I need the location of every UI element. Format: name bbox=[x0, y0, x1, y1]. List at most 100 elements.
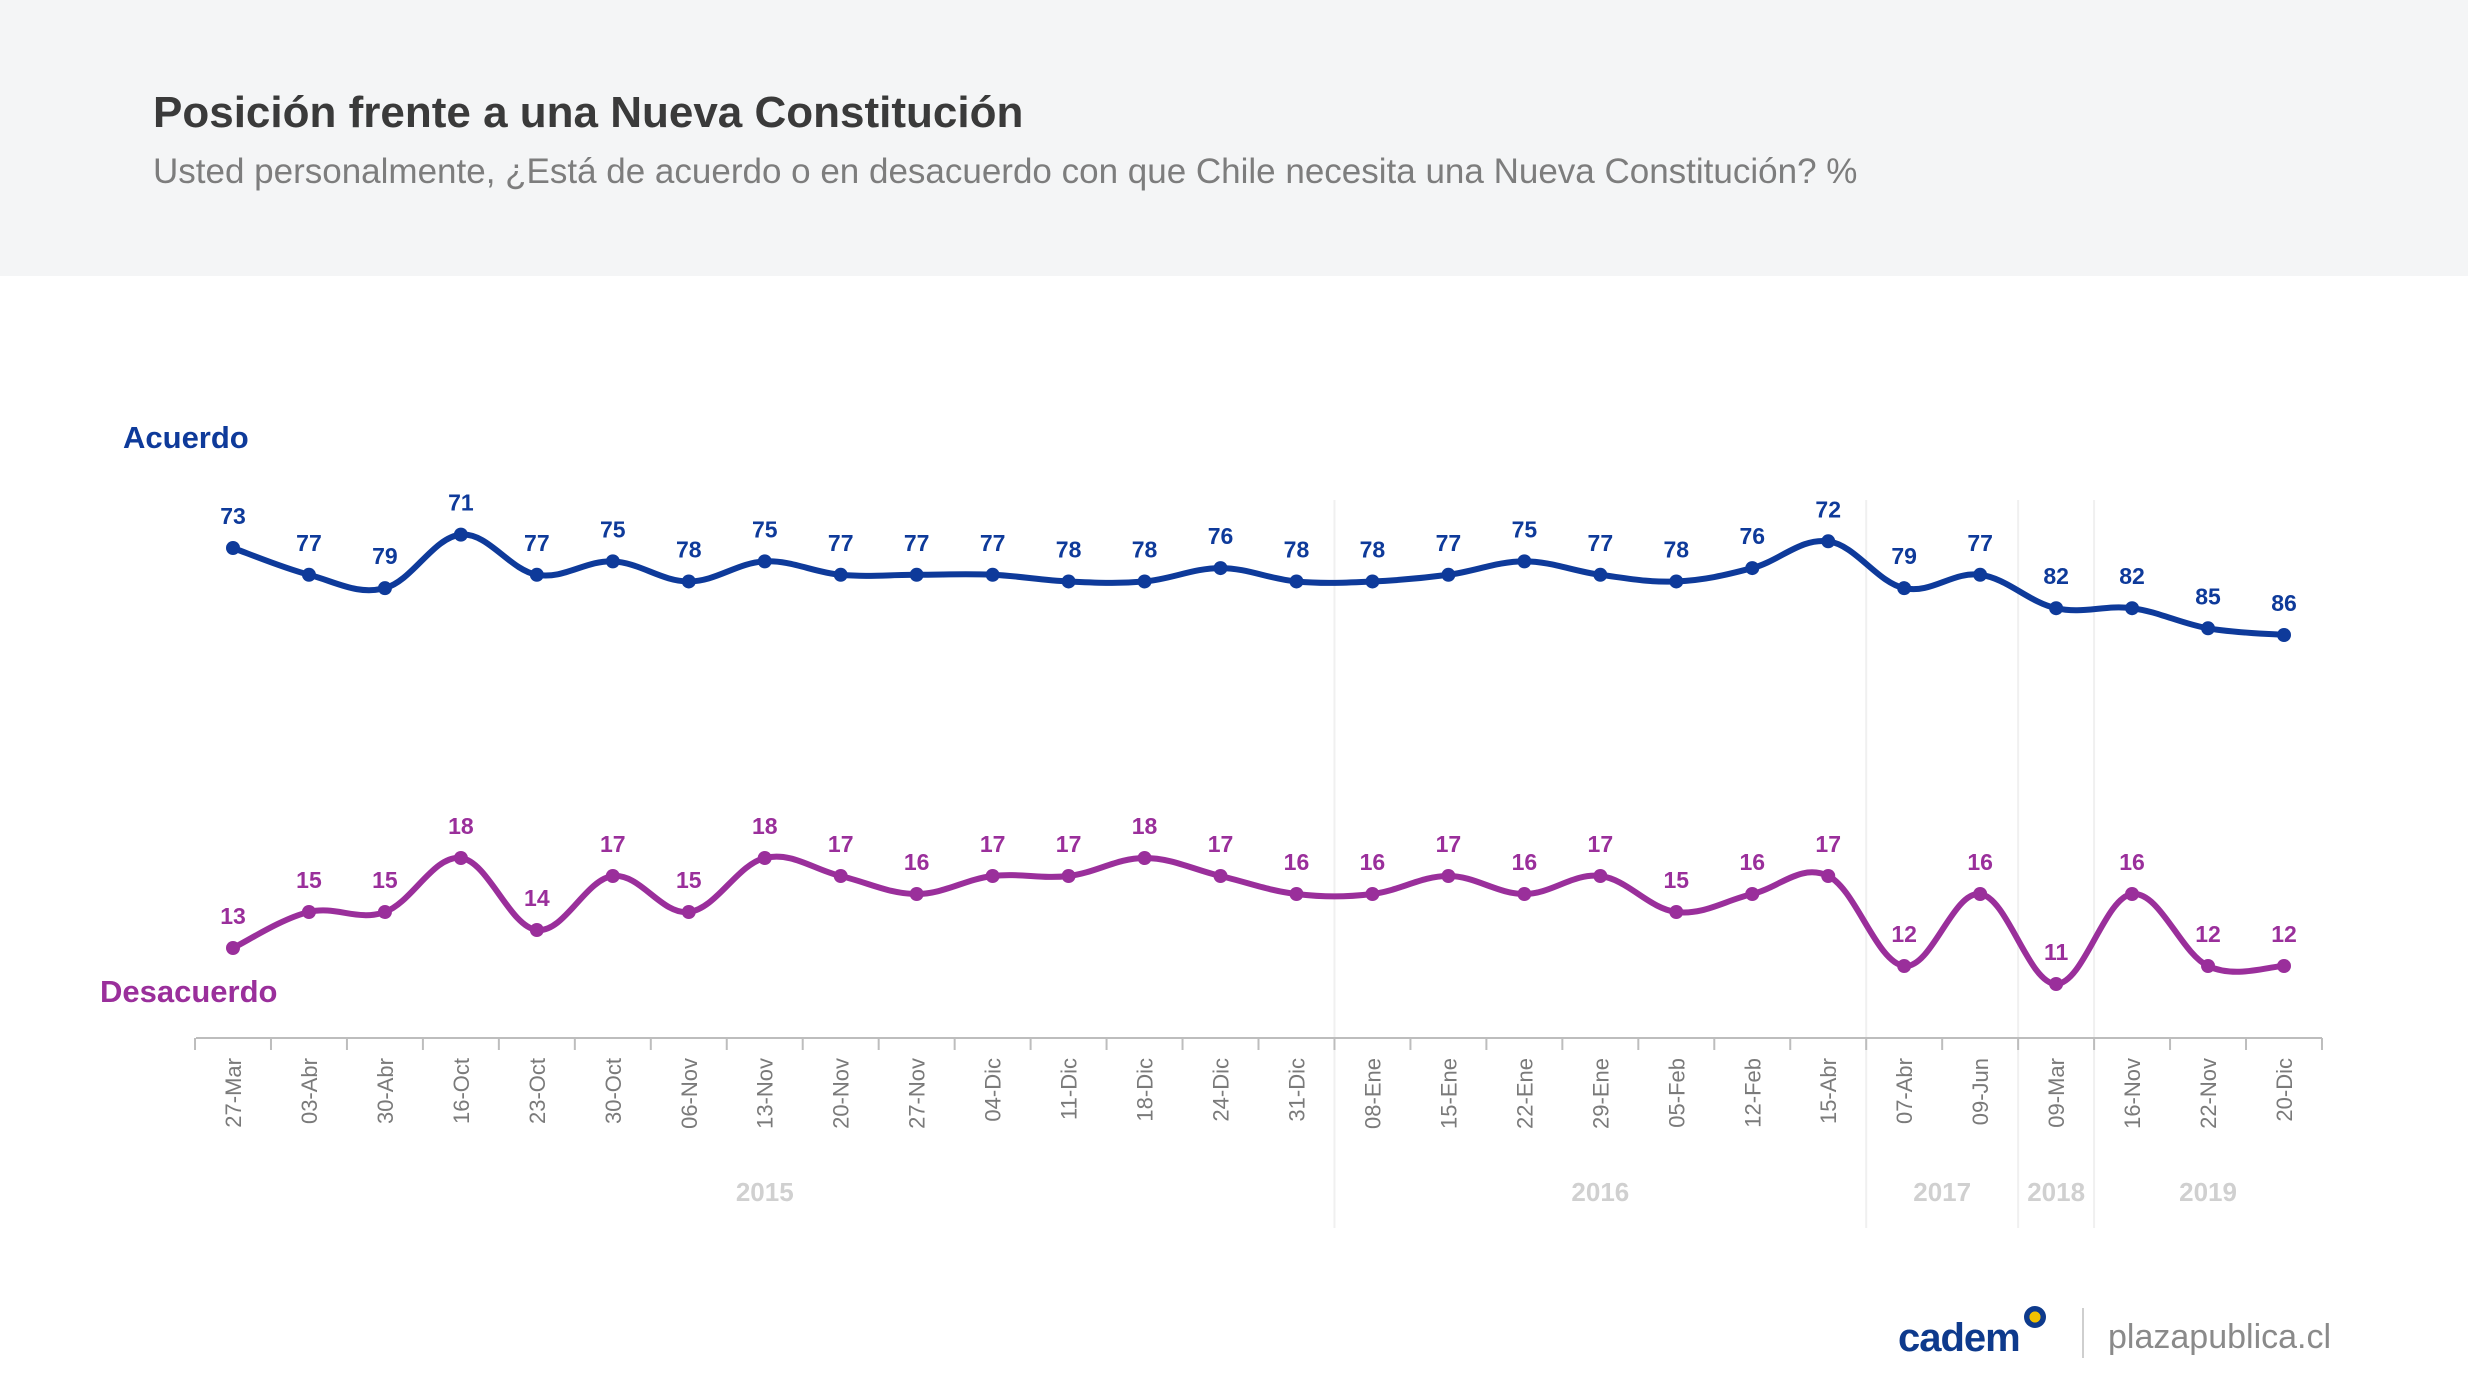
acuerdo-point bbox=[1897, 581, 1912, 596]
acuerdo-point bbox=[1821, 534, 1836, 549]
desacuerdo-data-label: 15 bbox=[1663, 867, 1689, 893]
desacuerdo-point bbox=[1745, 887, 1760, 901]
acuerdo-point bbox=[1745, 561, 1760, 576]
desacuerdo-point bbox=[226, 941, 240, 955]
acuerdo-data-label: 78 bbox=[1284, 536, 1310, 562]
x-tick-label: 13-Nov bbox=[753, 1058, 778, 1129]
acuerdo-data-label: 75 bbox=[752, 516, 778, 542]
desacuerdo-point bbox=[1441, 869, 1456, 883]
acuerdo-series-name: Acuerdo bbox=[123, 420, 249, 455]
x-tick-label: 15-Ene bbox=[1436, 1058, 1461, 1129]
desacuerdo-data-label: 16 bbox=[904, 849, 930, 875]
desacuerdo-data-label: 17 bbox=[1208, 831, 1234, 857]
x-tick-label: 30-Oct bbox=[601, 1058, 626, 1124]
desacuerdo-point bbox=[605, 869, 620, 883]
desacuerdo-point bbox=[1213, 869, 1228, 883]
acuerdo-data-label: 72 bbox=[1815, 496, 1841, 522]
x-tick-label: 05-Feb bbox=[1664, 1058, 1689, 1128]
desacuerdo-data-label: 13 bbox=[220, 903, 246, 929]
acuerdo-point bbox=[226, 541, 240, 555]
desacuerdo-point bbox=[2049, 977, 2064, 991]
acuerdo-series-line bbox=[230, 531, 2287, 638]
desacuerdo-data-label: 15 bbox=[296, 867, 322, 893]
chart-subtitle: Usted personalmente, ¿Está de acuerdo o … bbox=[153, 152, 1858, 191]
desacuerdo-data-label: 18 bbox=[448, 813, 474, 839]
acuerdo-data-label: 78 bbox=[1056, 536, 1082, 562]
x-tick-label: 27-Nov bbox=[905, 1058, 930, 1129]
header-band: Posición frente a una Nueva Constitución… bbox=[0, 0, 2468, 276]
desacuerdo-data-label: 15 bbox=[676, 867, 702, 893]
acuerdo-point bbox=[301, 567, 316, 582]
chart-title: Posición frente a una Nueva Constitución bbox=[153, 88, 1024, 137]
acuerdo-point bbox=[377, 581, 392, 596]
acuerdo-data-label: 77 bbox=[524, 530, 550, 556]
desacuerdo-data-label: 17 bbox=[1436, 831, 1462, 857]
acuerdo-data-label: 77 bbox=[1967, 530, 1993, 556]
cadem-logo-dot-icon bbox=[2024, 1306, 2046, 1328]
desacuerdo-data-label: 16 bbox=[2119, 849, 2145, 875]
acuerdo-point bbox=[2049, 601, 2064, 616]
desacuerdo-data-label: 17 bbox=[1056, 831, 1082, 857]
desacuerdo-data-label: 11 bbox=[2044, 939, 2069, 965]
acuerdo-data-label: 79 bbox=[1891, 543, 1917, 569]
acuerdo-data-label: 78 bbox=[1663, 536, 1689, 562]
desacuerdo-data-label: 12 bbox=[2271, 921, 2297, 947]
desacuerdo-point bbox=[301, 905, 316, 919]
acuerdo-data-label: 86 bbox=[2271, 590, 2297, 616]
acuerdo-point bbox=[605, 554, 620, 569]
acuerdo-data-label: 85 bbox=[2195, 583, 2221, 609]
desacuerdo-point bbox=[1897, 959, 1912, 973]
acuerdo-point bbox=[2277, 628, 2291, 642]
x-tick-label: 11-Dic bbox=[1057, 1058, 1082, 1120]
x-tick-label: 31-Dic bbox=[1284, 1058, 1309, 1122]
x-tick-label: 06-Nov bbox=[677, 1058, 702, 1129]
year-label: 2016 bbox=[1571, 1177, 1629, 1207]
desacuerdo-data-label: 15 bbox=[372, 867, 398, 893]
acuerdo-point bbox=[1061, 574, 1076, 589]
desacuerdo-point bbox=[453, 851, 468, 865]
x-tick-label: 08-Ene bbox=[1360, 1058, 1385, 1129]
acuerdo-data-label: 78 bbox=[676, 536, 702, 562]
acuerdo-data-label: 77 bbox=[296, 530, 322, 556]
x-tick-label: 09-Jun bbox=[1968, 1058, 1993, 1125]
desacuerdo-data-label: 16 bbox=[1360, 849, 1386, 875]
x-tick-label: 24-Dic bbox=[1209, 1058, 1234, 1122]
acuerdo-point bbox=[1137, 574, 1152, 589]
desacuerdo-point bbox=[1289, 887, 1304, 901]
desacuerdo-point bbox=[833, 869, 848, 883]
acuerdo-data-label: 75 bbox=[1512, 516, 1538, 542]
desacuerdo-point bbox=[1669, 905, 1684, 919]
acuerdo-point bbox=[909, 567, 924, 582]
desacuerdo-data-label: 12 bbox=[2195, 921, 2221, 947]
acuerdo-point bbox=[1289, 574, 1304, 589]
desacuerdo-point bbox=[681, 905, 696, 919]
x-tick-label: 15-Abr bbox=[1816, 1058, 1841, 1124]
x-tick-label: 09-Mar bbox=[2044, 1058, 2069, 1128]
desacuerdo-point bbox=[1593, 869, 1608, 883]
x-tick-label: 23-Oct bbox=[525, 1058, 550, 1124]
desacuerdo-data-label: 17 bbox=[1588, 831, 1614, 857]
desacuerdo-point bbox=[1821, 869, 1836, 883]
acuerdo-point bbox=[833, 567, 848, 582]
acuerdo-point bbox=[453, 527, 468, 542]
acuerdo-point bbox=[1593, 567, 1608, 582]
desacuerdo-point bbox=[1061, 869, 1076, 883]
x-tick-label: 03-Abr bbox=[297, 1058, 322, 1124]
acuerdo-point bbox=[757, 554, 772, 569]
desacuerdo-point bbox=[1365, 887, 1380, 901]
x-tick-label: 22-Ene bbox=[1512, 1058, 1537, 1129]
year-label: 2015 bbox=[736, 1177, 794, 1207]
acuerdo-data-label: 78 bbox=[1132, 536, 1158, 562]
desacuerdo-point bbox=[1973, 887, 1988, 901]
acuerdo-point bbox=[1669, 574, 1684, 589]
acuerdo-data-label: 77 bbox=[828, 530, 854, 556]
x-tick-label: 16-Oct bbox=[449, 1058, 474, 1124]
desacuerdo-point bbox=[529, 923, 544, 937]
desacuerdo-series-name: Desacuerdo bbox=[100, 974, 277, 1009]
x-tick-label: 20-Nov bbox=[829, 1058, 854, 1129]
footer-site: plazapublica.cl bbox=[2108, 1318, 2332, 1356]
desacuerdo-series-line bbox=[230, 853, 2287, 987]
acuerdo-point bbox=[985, 567, 1000, 582]
desacuerdo-point bbox=[2125, 887, 2140, 901]
x-tick-label: 07-Abr bbox=[1892, 1058, 1917, 1124]
